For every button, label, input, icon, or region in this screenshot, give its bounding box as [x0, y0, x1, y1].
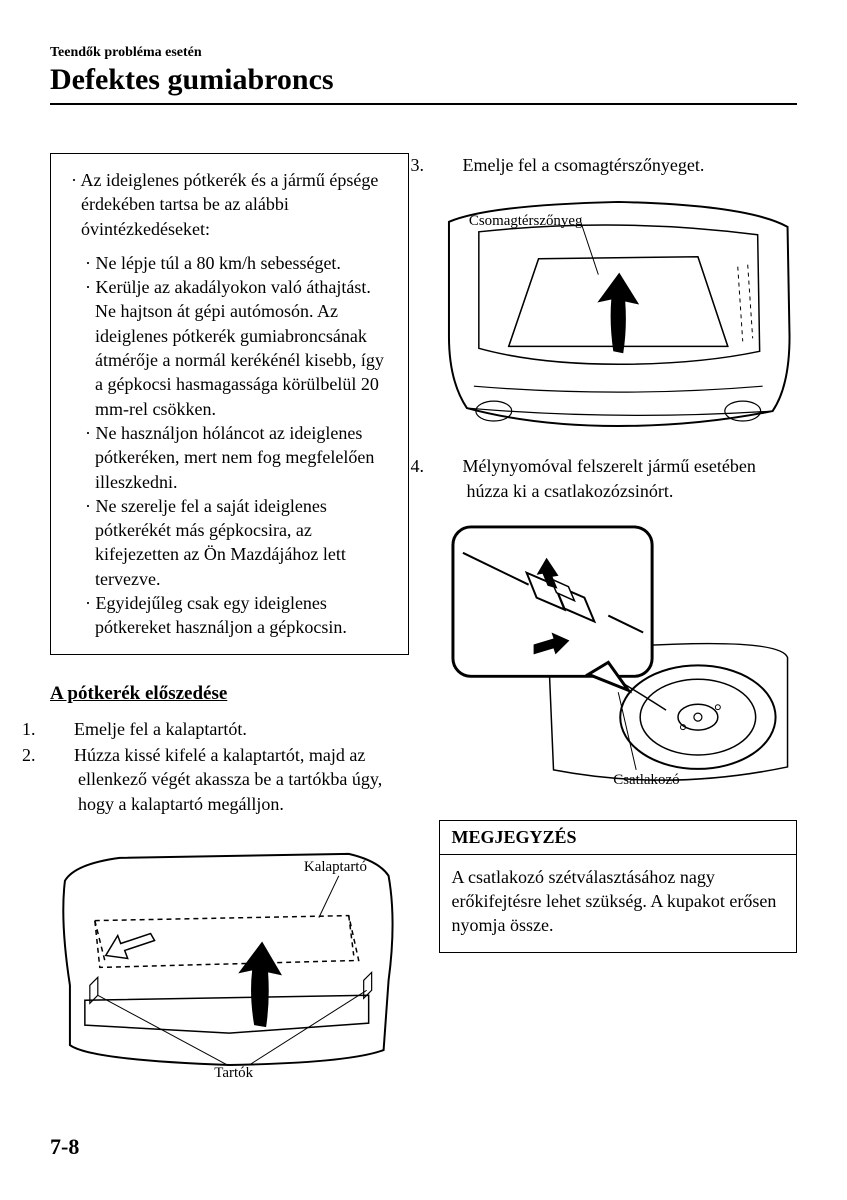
steps-right-list-1: 3.Emelje fel a csomagtérszőnyeget. — [439, 153, 798, 177]
step-item: 3.Emelje fel a csomagtérszőnyeget. — [439, 153, 798, 177]
step-item: 4.Mélynyomóval felszerelt jármű esetében… — [439, 454, 798, 503]
note-body: A csatlakozó szétválasztásához nagy erők… — [440, 855, 797, 952]
breadcrumb: Teendők probléma esetén — [50, 45, 797, 61]
content-columns: Az ideiglenes pótkerék és a jármű épsége… — [50, 153, 797, 1103]
caution-item: Ne lépje túl a 80 km/h sebességet. — [95, 251, 394, 275]
note-title: MEGJEGYZÉS — [440, 821, 797, 855]
caution-item: Ne szerelje fel a saját ideiglenes pótke… — [95, 494, 394, 591]
illus3-label: Csatlakozó — [613, 772, 679, 788]
illustration-connector: Csatlakozó — [439, 513, 798, 802]
steps-right-list-2: 4.Mélynyomóval felszerelt jármű esetében… — [439, 454, 798, 503]
illus2-label: Csomagtérszőnyeg — [468, 213, 582, 229]
step-text: Emelje fel a csomagtérszőnyeget. — [463, 155, 705, 175]
step-number: 1. — [50, 717, 74, 741]
step-text: Emelje fel a kalaptartót. — [74, 719, 247, 739]
parcel-shelf-svg: Kalaptartó Tartók — [50, 826, 409, 1085]
step-item: 2.Húzza kissé kifelé a kalaptartót, majd… — [50, 743, 409, 816]
note-box: MEGJEGYZÉS A csatlakozó szétválasztásáho… — [439, 820, 798, 953]
step-number: 2. — [50, 743, 74, 767]
page-header: Teendők probléma esetén Defektes gumiabr… — [50, 45, 797, 105]
page-number: 7-8 — [50, 1134, 79, 1160]
step-number: 3. — [439, 153, 463, 177]
caution-list: Ne lépje túl a 80 km/h sebességet. Kerül… — [65, 251, 394, 640]
right-column: 3.Emelje fel a csomagtérszőnyeget. — [439, 153, 798, 1103]
connector-svg: Csatlakozó — [439, 513, 798, 802]
step-text: Mélynyomóval felszerelt jármű esetében h… — [463, 456, 756, 500]
caution-item: Egyidejűleg csak egy ideiglenes pótkerek… — [95, 591, 394, 640]
illustration-cargo-mat: Csomagtérszőnyeg — [439, 187, 798, 436]
caution-item: Ne használjon hóláncot az ideiglenes pót… — [95, 421, 394, 494]
step-number: 4. — [439, 454, 463, 478]
illustration-parcel-shelf: Kalaptartó Tartók — [50, 826, 409, 1085]
step-item: 1.Emelje fel a kalaptartót. — [50, 717, 409, 741]
step-text: Húzza kissé kifelé a kalaptartót, majd a… — [74, 745, 382, 814]
left-column: Az ideiglenes pótkerék és a jármű épsége… — [50, 153, 409, 1103]
caution-intro: Az ideiglenes pótkerék és a jármű épsége… — [65, 168, 394, 241]
steps-left-list: 1.Emelje fel a kalaptartót. 2.Húzza kiss… — [50, 717, 409, 816]
caution-box: Az ideiglenes pótkerék és a jármű épsége… — [50, 153, 409, 655]
illus1-label-top: Kalaptartó — [304, 859, 367, 875]
cargo-mat-svg: Csomagtérszőnyeg — [439, 187, 798, 436]
illus1-label-bottom: Tartók — [214, 1065, 253, 1081]
page-title: Defektes gumiabroncs — [50, 63, 797, 105]
section-heading: A pótkerék előszedése — [50, 683, 409, 705]
caution-item: Kerülje az akadályokon való áthajtást. N… — [95, 275, 394, 421]
